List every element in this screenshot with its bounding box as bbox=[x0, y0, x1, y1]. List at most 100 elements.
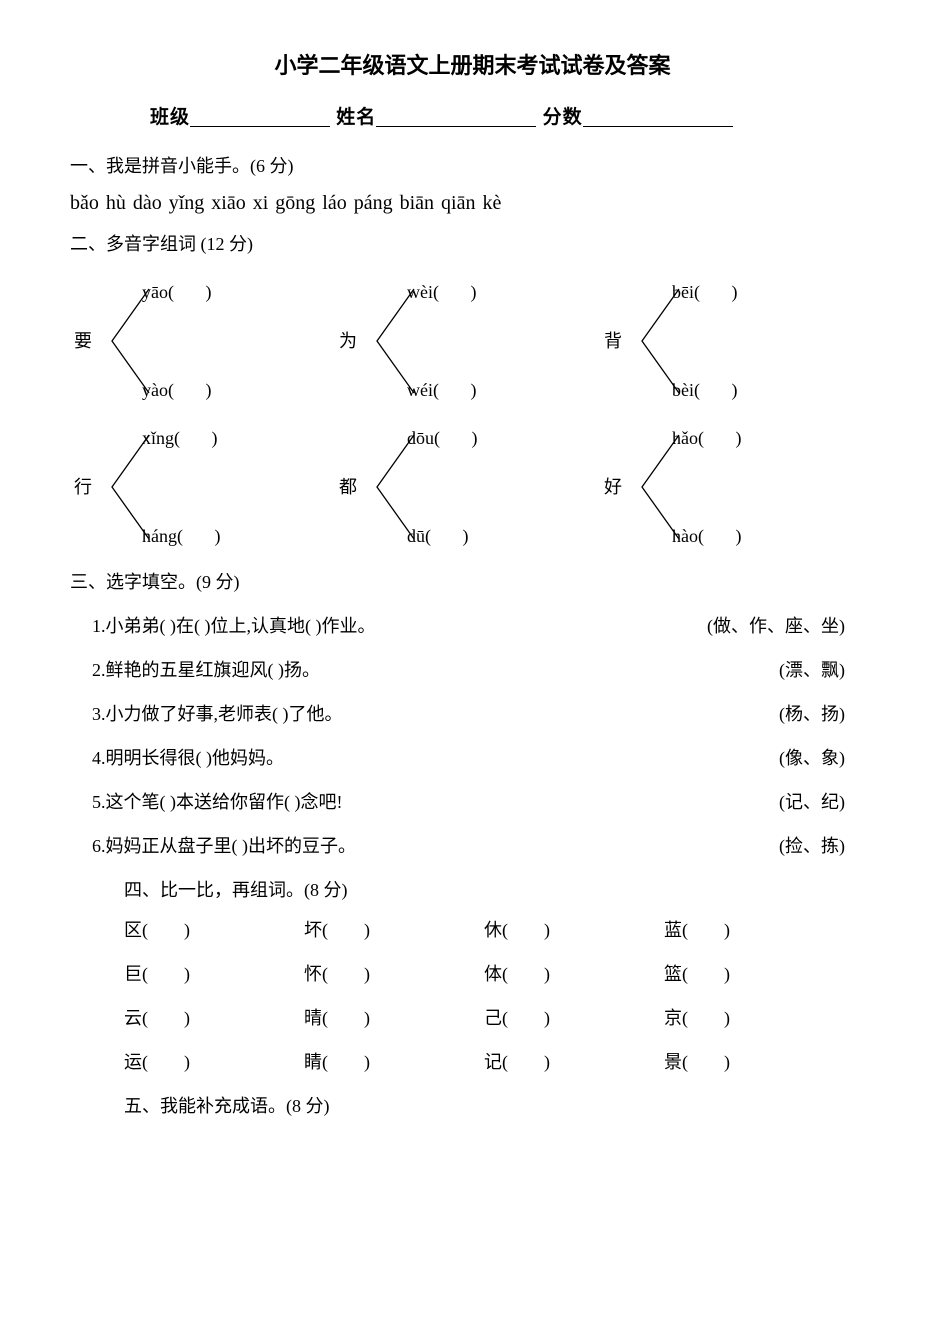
blank-paren[interactable]: ( ) bbox=[322, 1052, 370, 1072]
q4-cell: 云( ) bbox=[124, 1009, 304, 1027]
q3-text: 5.这个笔( )本送给你留作( )念吧! bbox=[92, 793, 342, 811]
q4-cell: 坏( ) bbox=[304, 921, 484, 939]
blank-paren[interactable]: ( ) bbox=[142, 1052, 190, 1072]
blank-paren[interactable]: ( ) bbox=[433, 381, 477, 399]
q4-char: 坏 bbox=[304, 920, 322, 940]
blank-paren[interactable]: ( ) bbox=[322, 1008, 370, 1028]
q3-item: 4.明明长得很( )他妈妈。(像、象) bbox=[92, 749, 875, 767]
blank-score[interactable] bbox=[583, 105, 733, 127]
poly-bottom-row: yào( ) bbox=[70, 369, 310, 411]
q4-char: 休 bbox=[484, 920, 502, 940]
poly-top-row: yāo( ) bbox=[70, 271, 310, 313]
q4-cell: 京( ) bbox=[664, 1009, 844, 1027]
poly-top-row: bēi( ) bbox=[600, 271, 840, 313]
blank-paren[interactable]: ( ) bbox=[168, 381, 212, 399]
poly-char-row: 背 bbox=[600, 313, 840, 369]
pinyin-top: bēi bbox=[672, 283, 694, 301]
blank-paren[interactable]: ( ) bbox=[168, 283, 212, 301]
q4-row: 云( )晴( )己( )京( ) bbox=[124, 1009, 875, 1027]
q4-cell: 运( ) bbox=[124, 1053, 304, 1071]
blank-paren[interactable]: ( ) bbox=[425, 527, 469, 545]
poly-char: 行 bbox=[70, 478, 114, 496]
blank-paren[interactable]: ( ) bbox=[682, 1008, 730, 1028]
q4-char: 睛 bbox=[304, 1052, 322, 1072]
blank-paren[interactable]: ( ) bbox=[434, 429, 478, 447]
pinyin-bottom: wéi bbox=[407, 381, 433, 399]
blank-paren[interactable]: ( ) bbox=[433, 283, 477, 301]
q4-cell: 晴( ) bbox=[304, 1009, 484, 1027]
blank-paren[interactable]: ( ) bbox=[502, 964, 550, 984]
blank-paren[interactable]: ( ) bbox=[698, 429, 742, 447]
label-name: 姓名 bbox=[336, 107, 376, 128]
q4-char: 记 bbox=[484, 1052, 502, 1072]
pinyin-top: hǎo bbox=[672, 429, 698, 447]
poly-bottom-row: wéi( ) bbox=[335, 369, 575, 411]
pinyin-bottom: yào bbox=[142, 381, 168, 399]
q4-char: 篮 bbox=[664, 964, 682, 984]
blank-paren[interactable]: ( ) bbox=[502, 920, 550, 940]
poly-bottom-row: háng( ) bbox=[70, 515, 310, 557]
q3-text: 2.鲜艳的五星红旗迎风( )扬。 bbox=[92, 661, 320, 679]
q3-options: (捡、拣) bbox=[779, 837, 875, 855]
q3-item: 3.小力做了好事,老师表( )了他。(杨、扬) bbox=[92, 705, 875, 723]
pinyin-bottom: dū bbox=[407, 527, 425, 545]
q3-item: 1.小弟弟( )在( )位上,认真地( )作业。(做、作、座、坐) bbox=[92, 617, 875, 635]
blank-paren[interactable]: ( ) bbox=[177, 527, 221, 545]
q4-cell: 景( ) bbox=[664, 1053, 844, 1071]
q4-char: 运 bbox=[124, 1052, 142, 1072]
blank-paren[interactable]: ( ) bbox=[502, 1008, 550, 1028]
blank-paren[interactable]: ( ) bbox=[142, 964, 190, 984]
blank-paren[interactable]: ( ) bbox=[694, 381, 738, 399]
q4-char: 景 bbox=[664, 1052, 682, 1072]
q2-heading: 二、多音字组词 (12 分) bbox=[70, 235, 875, 253]
poly-top-row: wèi( ) bbox=[335, 271, 575, 313]
q1-heading: 一、我是拼音小能手。(6 分) bbox=[70, 157, 875, 175]
q5-heading: 五、我能补充成语。(8 分) bbox=[124, 1097, 875, 1115]
q4-cell: 体( ) bbox=[484, 965, 664, 983]
poly-char: 好 bbox=[600, 478, 644, 496]
poly-char: 为 bbox=[335, 332, 379, 350]
q4-cell: 蓝( ) bbox=[664, 921, 844, 939]
poly-top-row: dōu( ) bbox=[335, 417, 575, 459]
label-score: 分数 bbox=[543, 107, 583, 128]
q4-cell: 怀( ) bbox=[304, 965, 484, 983]
q3-item: 2.鲜艳的五星红旗迎风( )扬。(漂、飘) bbox=[92, 661, 875, 679]
blank-paren[interactable]: ( ) bbox=[682, 920, 730, 940]
pinyin-bottom: hào bbox=[672, 527, 698, 545]
blank-paren[interactable]: ( ) bbox=[698, 527, 742, 545]
q4-row: 运( )睛( )记( )景( ) bbox=[124, 1053, 875, 1071]
q2-group-1: yāo( )要yào( )wèi( )为wéi( )bēi( )背bèi( ) bbox=[70, 271, 875, 411]
pinyin-top: yāo bbox=[142, 283, 168, 301]
label-class: 班级 bbox=[150, 107, 190, 128]
blank-paren[interactable]: ( ) bbox=[174, 429, 218, 447]
q2-group-2: xǐng( )行háng( )dōu( )都dū( )hǎo( )好hào( ) bbox=[70, 417, 875, 557]
blank-paren[interactable]: ( ) bbox=[142, 1008, 190, 1028]
blank-paren[interactable]: ( ) bbox=[322, 964, 370, 984]
blank-class[interactable] bbox=[190, 105, 330, 127]
blank-paren[interactable]: ( ) bbox=[682, 964, 730, 984]
q4-cell: 篮( ) bbox=[664, 965, 844, 983]
poly-char-row: 都 bbox=[335, 459, 575, 515]
pinyin-bottom: háng bbox=[142, 527, 177, 545]
page-title: 小学二年级语文上册期末考试试卷及答案 bbox=[70, 55, 875, 77]
q4-char: 云 bbox=[124, 1008, 142, 1028]
poly-col: wèi( )为wéi( ) bbox=[335, 271, 575, 411]
q3-heading: 三、选字填空。(9 分) bbox=[70, 573, 875, 591]
blank-paren[interactable]: ( ) bbox=[322, 920, 370, 940]
q4-char: 晴 bbox=[304, 1008, 322, 1028]
blank-paren[interactable]: ( ) bbox=[694, 283, 738, 301]
poly-top-row: xǐng( ) bbox=[70, 417, 310, 459]
q4-heading: 四、比一比，再组词。(8 分) bbox=[124, 881, 875, 899]
q4-char: 怀 bbox=[304, 964, 322, 984]
blank-paren[interactable]: ( ) bbox=[502, 1052, 550, 1072]
q4-cell: 记( ) bbox=[484, 1053, 664, 1071]
poly-col: hǎo( )好hào( ) bbox=[600, 417, 840, 557]
q3-text: 1.小弟弟( )在( )位上,认真地( )作业。 bbox=[92, 617, 375, 635]
poly-char: 要 bbox=[70, 332, 114, 350]
blank-paren[interactable]: ( ) bbox=[142, 920, 190, 940]
poly-char-row: 要 bbox=[70, 313, 310, 369]
q3-text: 3.小力做了好事,老师表( )了他。 bbox=[92, 705, 343, 723]
blank-paren[interactable]: ( ) bbox=[682, 1052, 730, 1072]
q4-section: 四、比一比，再组词。(8 分) 区( )坏( )休( )蓝( )巨( )怀( )… bbox=[124, 881, 875, 1071]
blank-name[interactable] bbox=[376, 105, 536, 127]
